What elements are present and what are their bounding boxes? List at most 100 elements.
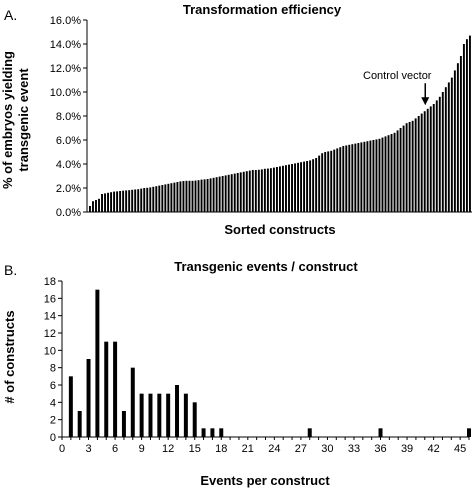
chart-a-bar (417, 116, 420, 212)
chart-a-ytick-label: 16.0% (50, 15, 81, 27)
chart-a-bar (101, 194, 103, 212)
chart-a-bar (218, 176, 221, 212)
chart-a-bar (420, 113, 423, 212)
chart-b-bar (378, 428, 383, 437)
chart-a-bar (423, 111, 426, 212)
chart-a-ytick-label: 10.0% (50, 87, 81, 99)
chart-a-bar (155, 186, 158, 212)
chart-a-bar (107, 192, 110, 212)
panel-a-label: A. (4, 7, 17, 23)
chart-a-bar (357, 143, 360, 212)
chart-a-bar (453, 70, 456, 213)
chart-b-bar (121, 411, 126, 437)
chart-a-bar (116, 191, 119, 212)
chart-a-bar (342, 146, 345, 212)
chart-a-bar (321, 153, 324, 212)
chart-a-bar (95, 200, 97, 212)
chart-a-bars (89, 35, 471, 213)
chart-a-ytick-label: 8.0% (56, 111, 81, 123)
chart-a-axes: 0.0% 2.0% 4.0% 6.0% 8.0% 10.0% 12.0% 14.0% 16.0% (50, 15, 472, 219)
chart-a-bar (339, 147, 342, 212)
chart-a-bar (459, 56, 462, 212)
chart-b-ytick-label: 0 (50, 432, 56, 444)
chart-a-bar (393, 132, 396, 212)
chart-b-bar (166, 393, 171, 437)
chart-a-bar (215, 177, 218, 212)
chart-a-bar (387, 135, 390, 212)
chart-a-bar (98, 198, 100, 212)
chart-b-xtick-label: 0 (59, 443, 65, 455)
chart-a-bar (92, 201, 94, 212)
chart-b-xtick-label: 6 (112, 443, 118, 455)
chart-a-ytick-label: 2.0% (56, 183, 81, 195)
chart-b-bar (201, 428, 206, 437)
chart-b-xtick-label: 3 (85, 443, 91, 455)
chart-a-bar (330, 150, 333, 212)
chart-a-bar (167, 183, 170, 212)
chart-a-ylabel: % of embryos yielding transgenic event (0, 51, 31, 189)
chart-b-xtick-label: 21 (242, 443, 254, 455)
chart-b-ytick-label: 4 (50, 397, 56, 409)
chart-a-bar (203, 179, 206, 212)
chart-a-bar (414, 118, 417, 212)
chart-a-bar (447, 82, 450, 213)
chart-a-bar (272, 167, 275, 212)
chart-b-bar (157, 393, 162, 437)
chart-a-ytick-label: 0.0% (56, 207, 81, 219)
chart-b-xtick-label: 12 (162, 443, 174, 455)
chart-a-bar (432, 104, 435, 212)
chart-b-xtick-label: 42 (427, 443, 439, 455)
control-vector-arrow-head (421, 97, 430, 106)
chart-a-bar (278, 166, 281, 212)
chart-a-bar (194, 180, 197, 212)
chart-b-bars (68, 289, 471, 437)
chart-a-bar (188, 180, 191, 212)
chart-a-bar (143, 188, 146, 212)
chart-a-bar (429, 106, 432, 212)
chart-a-bar (209, 178, 212, 212)
chart-a-ytick-label: 6.0% (56, 135, 81, 147)
chart-b-xtick-label: 9 (139, 443, 145, 455)
chart-a-bar (257, 169, 260, 212)
chart-b-xtick-label: 15 (189, 443, 201, 455)
chart-b-bar (210, 428, 215, 437)
chart-a-bar (351, 144, 354, 212)
chart-a-bar (125, 190, 128, 212)
chart-a-bar (140, 188, 143, 212)
chart-a-bar (345, 145, 348, 212)
chart-a-ylabel-line-2: transgenic event (16, 68, 31, 172)
chart-a-bar (239, 172, 242, 212)
chart-b-xtick-label: 18 (215, 443, 227, 455)
chart-b-bar (139, 393, 144, 437)
chart-a-bar (245, 171, 248, 212)
chart-a-bar (104, 193, 106, 212)
chart-a-bar (119, 191, 122, 212)
chart-a-bar (456, 63, 459, 213)
chart-a-bar (176, 182, 179, 212)
chart-a-bar (131, 189, 134, 212)
chart-a-bar (263, 168, 266, 212)
chart-a-bar (450, 77, 453, 212)
chart-a-bar (297, 162, 300, 212)
chart-a-bar (306, 161, 309, 212)
chart-a-bar (161, 185, 164, 212)
chart-a-bar (185, 180, 188, 212)
chart-a-xlabel: Sorted constructs (224, 222, 335, 237)
chart-a-bar (227, 174, 230, 212)
chart-a-bar (164, 184, 167, 212)
chart-a-bar (348, 144, 351, 212)
chart-a-bar (191, 180, 194, 212)
chart-a-bar (303, 161, 306, 212)
chart-a-bar (206, 179, 209, 212)
chart-b-title: Transgenic events / construct (174, 259, 358, 274)
chart-a-bar (146, 187, 149, 212)
chart-a-bar (441, 92, 444, 212)
chart-b-ytick-label: 8 (50, 363, 56, 375)
chart-a-bar (282, 165, 284, 212)
chart-a-bar (363, 141, 366, 212)
chart-a-bar (113, 191, 116, 212)
chart-b-bar (467, 428, 471, 437)
chart-a-bar (170, 183, 173, 212)
chart-a-bar (408, 122, 411, 212)
chart-b-xtick-label: 33 (348, 443, 360, 455)
